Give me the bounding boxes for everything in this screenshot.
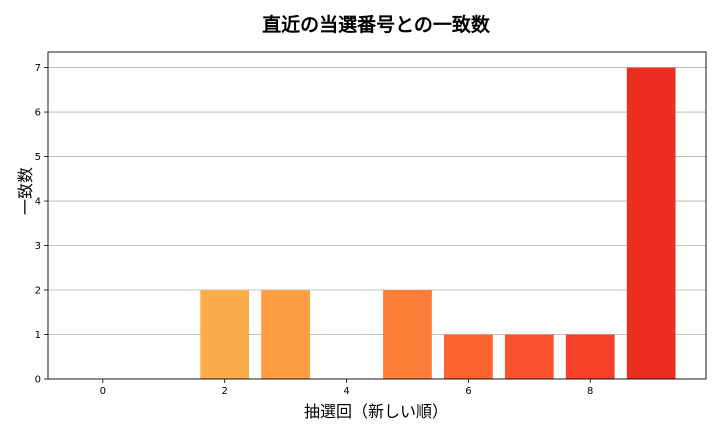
bar	[504, 334, 554, 379]
y-tick-label: 5	[35, 152, 41, 163]
y-tick-label: 4	[35, 197, 41, 208]
y-tick-label: 0	[35, 375, 41, 386]
x-axis-label: 抽選回（新しい順）	[303, 402, 448, 421]
x-tick-label: 0	[100, 386, 106, 397]
plot-frame	[47, 51, 707, 380]
x-tick-label: 4	[343, 386, 349, 397]
x-tick-label: 8	[587, 386, 593, 397]
bar	[444, 334, 493, 379]
bar	[626, 67, 676, 380]
y-tick-label: 6	[35, 108, 41, 119]
bar	[200, 290, 250, 379]
bar	[565, 334, 615, 379]
x-tick-label: 2	[221, 386, 227, 397]
bar	[261, 290, 310, 379]
y-tick-label: 3	[35, 241, 41, 252]
x-tick-label: 6	[465, 386, 471, 397]
y-tick-label: 2	[35, 286, 41, 297]
bar	[383, 290, 432, 379]
chart-title: 直近の当選番号との一致数	[262, 14, 490, 36]
y-tick-label: 7	[35, 63, 41, 74]
y-tick-label: 1	[35, 330, 41, 341]
